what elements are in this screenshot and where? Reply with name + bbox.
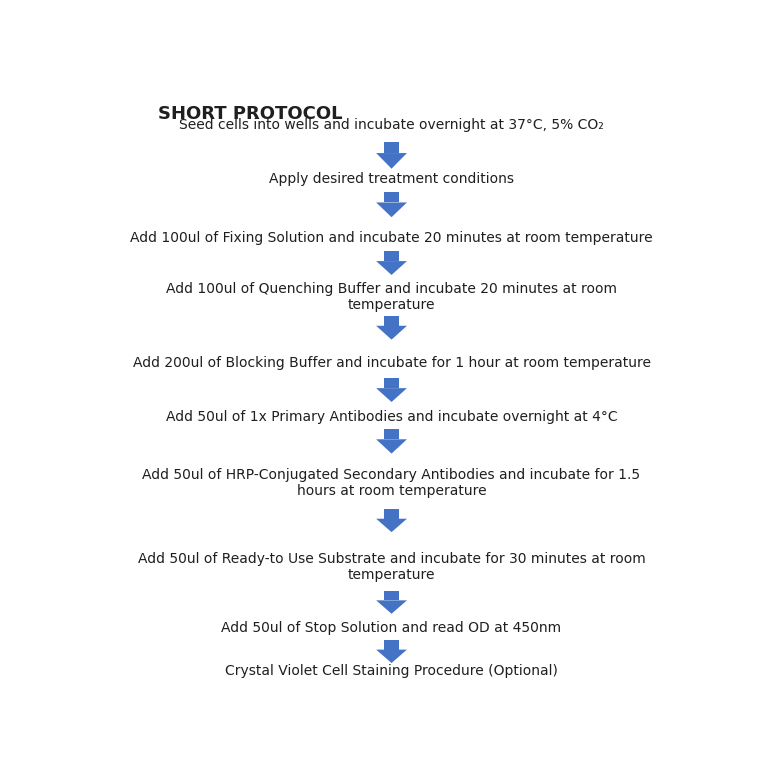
Bar	[384, 316, 399, 325]
Bar	[384, 591, 399, 601]
Polygon shape	[376, 388, 407, 402]
Text: Add 100ul of Quenching Buffer and incubate 20 minutes at room
temperature: Add 100ul of Quenching Buffer and incuba…	[166, 282, 617, 312]
Polygon shape	[376, 519, 407, 532]
Bar	[384, 378, 399, 388]
Polygon shape	[376, 325, 407, 340]
Polygon shape	[376, 439, 407, 454]
Text: Add 50ul of Stop Solution and read OD at 450nm: Add 50ul of Stop Solution and read OD at…	[222, 621, 562, 636]
Polygon shape	[376, 601, 407, 613]
Text: Add 100ul of Fixing Solution and incubate 20 minutes at room temperature: Add 100ul of Fixing Solution and incubat…	[130, 231, 653, 245]
Polygon shape	[376, 202, 407, 217]
Text: Add 50ul of HRP-Conjugated Secondary Antibodies and incubate for 1.5
hours at ro: Add 50ul of HRP-Conjugated Secondary Ant…	[143, 468, 640, 498]
Polygon shape	[376, 649, 407, 663]
Bar	[384, 509, 399, 519]
Polygon shape	[376, 153, 407, 169]
Text: Crystal Violet Cell Staining Procedure (Optional): Crystal Violet Cell Staining Procedure (…	[225, 664, 558, 678]
Text: Add 200ul of Blocking Buffer and incubate for 1 hour at room temperature: Add 200ul of Blocking Buffer and incubat…	[132, 357, 651, 371]
Bar	[384, 429, 399, 439]
Bar	[384, 251, 399, 261]
Text: Add 50ul of 1x Primary Antibodies and incubate overnight at 4°C: Add 50ul of 1x Primary Antibodies and in…	[166, 410, 617, 423]
Bar	[384, 640, 399, 649]
Bar	[384, 142, 399, 153]
Text: Add 50ul of Ready-to Use Substrate and incubate for 30 minutes at room
temperatu: Add 50ul of Ready-to Use Substrate and i…	[138, 552, 646, 582]
Text: Seed cells into wells and incubate overnight at 37°C, 5% CO₂: Seed cells into wells and incubate overn…	[180, 118, 604, 131]
Polygon shape	[376, 261, 407, 275]
Text: SHORT PROTOCOL: SHORT PROTOCOL	[157, 105, 342, 123]
Text: Apply desired treatment conditions: Apply desired treatment conditions	[269, 172, 514, 186]
Bar	[384, 192, 399, 202]
